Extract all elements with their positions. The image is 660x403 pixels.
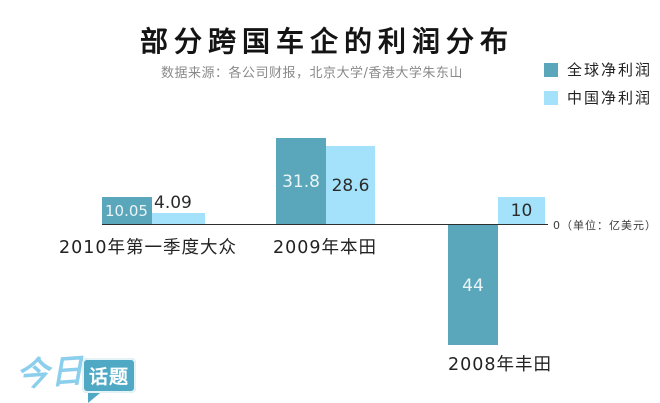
value-label-global-1: 31.8 xyxy=(282,172,320,192)
logo-script-text: 今日 xyxy=(14,350,86,395)
category-label-1: 2009年本田 xyxy=(272,238,378,258)
value-label-china-1: 28.6 xyxy=(331,176,370,196)
legend: 全球净利润 中国净利润 xyxy=(543,61,652,118)
bar-global-2 xyxy=(448,225,498,345)
logo-badge-tail-icon xyxy=(88,393,100,403)
bar-china-0 xyxy=(152,213,205,224)
legend-swatch-china xyxy=(543,90,558,105)
value-label-global-2: 44 xyxy=(462,276,484,296)
legend-swatch-global xyxy=(543,62,558,77)
value-label-global-0: 10.05 xyxy=(105,202,148,220)
jinri-huati-logo: 今日 话题 xyxy=(14,344,146,403)
bar-global-0 xyxy=(102,197,152,224)
bar-china-2 xyxy=(498,197,545,224)
legend-label-china: 中国净利润 xyxy=(566,89,652,107)
chart-subtitle: 数据来源：各公司财报，北京大学/香港大学朱东山 xyxy=(161,66,463,81)
category-label-2: 2008年丰田 xyxy=(447,355,553,375)
value-label-china-2: 10 xyxy=(510,201,533,221)
x-axis-line xyxy=(102,224,548,225)
chart-title: 部分跨国车企的利润分布 xyxy=(139,25,514,58)
value-label-china-0: 4.09 xyxy=(154,193,192,213)
category-label-0: 2010年第一季度大众 xyxy=(58,238,238,258)
logo-badge-text: 话题 xyxy=(89,366,130,388)
legend-item-global: 全球净利润 xyxy=(543,61,652,79)
bar-global-1 xyxy=(276,138,326,224)
bar-china-1 xyxy=(326,146,375,224)
axis-zero-label: 0（单位：亿美元） xyxy=(553,219,657,232)
logo-badge: 话题 xyxy=(82,358,137,403)
legend-label-global: 全球净利润 xyxy=(566,61,652,79)
legend-item-china: 中国净利润 xyxy=(543,89,652,107)
